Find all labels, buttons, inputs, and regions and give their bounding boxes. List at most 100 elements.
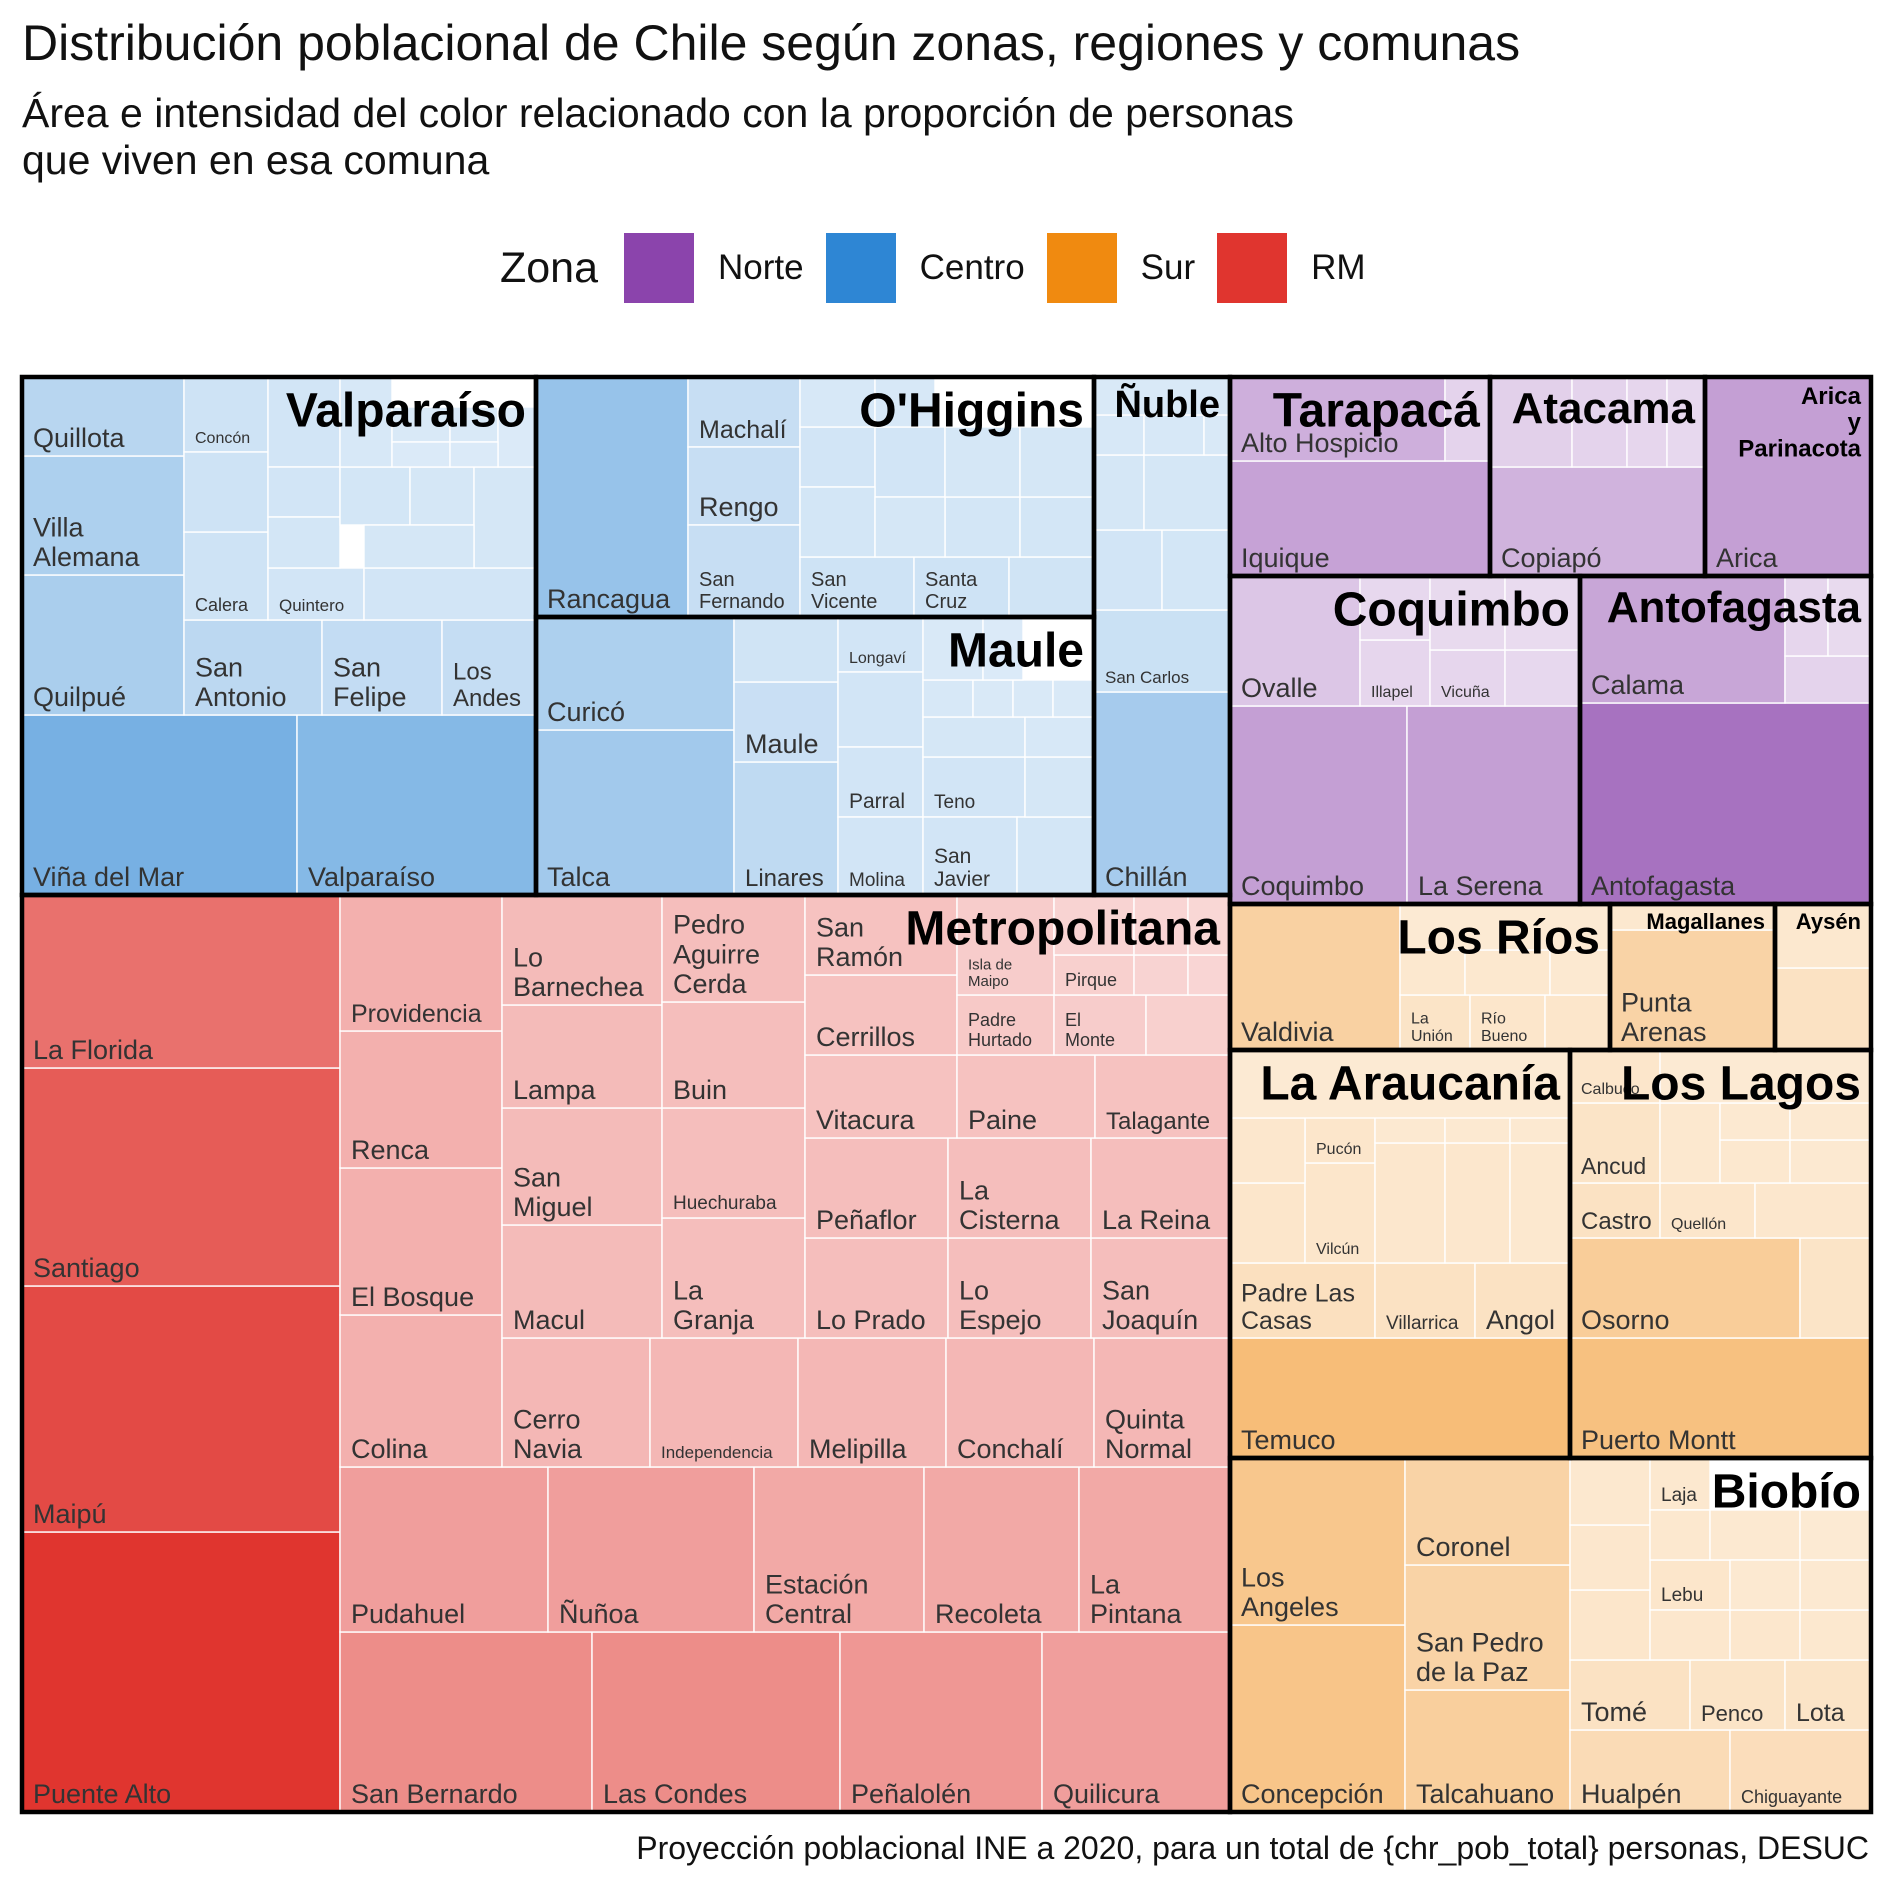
comuna-cell-unlabeled: [1093, 529, 1163, 611]
comuna-cell-unlabeled: [1229, 1182, 1306, 1264]
region-label-atacama: Atacama: [1512, 384, 1696, 433]
comuna-cell-unlabeled: [1203, 414, 1231, 456]
comuna-label-vitacura: Vitacura: [816, 1105, 916, 1135]
comuna-cell-castro: [1569, 1182, 1661, 1239]
comuna-cell-unlabeled: [972, 679, 1014, 718]
comuna-label-lo-barnechea: Lo Barnechea: [513, 942, 645, 1002]
region-label-metropolitana: Metropolitana: [905, 903, 1220, 956]
comuna-label-coquimbo: Coquimbo: [1241, 871, 1364, 901]
comuna-cell-pedro-aguirre-cerda: [661, 894, 806, 1003]
comuna-cell-unlabeled: [1659, 1102, 1721, 1184]
comuna-cell-unlabeled: [1133, 894, 1189, 956]
comuna-cell-unlabeled: [1374, 1142, 1446, 1264]
region-label-los-rios: Los Ríos: [1397, 912, 1600, 965]
comuna-label-vilcun: Vilcún: [1316, 1241, 1359, 1258]
region-label-valparaiso: Valparaíso: [286, 385, 526, 438]
comuna-cell-lo-prado: [804, 1237, 949, 1339]
comuna-cell-unlabeled: [1504, 649, 1581, 707]
comuna-cell-unlabeled: [1799, 1237, 1872, 1339]
comuna-cell-unlabeled: [1709, 1509, 1801, 1561]
comuna-cell-copiapo: [1489, 466, 1706, 577]
region-label-coquimbo: Coquimbo: [1333, 584, 1570, 637]
legend-title: Zona: [500, 243, 599, 292]
comuna-label-padre-las-casas: Padre Las Casas: [1241, 1280, 1355, 1336]
comuna-cell-vilcun: [1304, 1162, 1376, 1264]
comuna-label-maule: Maule: [745, 729, 819, 759]
comuna-label-la-reina: La Reina: [1102, 1205, 1211, 1235]
comuna-cell-unlabeled: [363, 524, 475, 569]
comuna-cell-unlabeled: [267, 466, 341, 518]
region-labels: Valparaíso O'Higgins Maule Ñuble Metropolita…: [286, 382, 1862, 1518]
comuna-label-san-javier: San Javier: [934, 845, 990, 891]
comuna-label-huechuraba: Huechuraba: [673, 1193, 777, 1214]
comuna-cell-padre-hurtado: [956, 994, 1055, 1056]
legend-item-centro: Centro: [825, 233, 1025, 303]
comuna-label-lota: Lota: [1796, 1699, 1845, 1727]
comuna-cell-santiago: [21, 1067, 341, 1287]
comuna-cell-ovalle: [1229, 575, 1361, 707]
comuna-cell-cerro-navia: [501, 1337, 651, 1468]
comuna-label-valdivia: Valdivia: [1241, 1017, 1335, 1047]
comuna-label-alto-hospicio: Alto Hospicio: [1241, 428, 1399, 458]
comuna-label-castro: Castro: [1581, 1208, 1652, 1235]
comuna-label-providencia: Providencia: [351, 1000, 482, 1028]
comuna-label-illapel: Illapel: [1371, 684, 1413, 701]
comuna-cell-quilpue: [21, 574, 185, 716]
comuna-label-quilicura: Quilicura: [1053, 1779, 1161, 1809]
comuna-cell-unlabeled: [1012, 679, 1054, 718]
comuna-label-concon: Concón: [195, 430, 250, 447]
comuna-cell-la-cisterna: [947, 1137, 1092, 1239]
comuna-cell-teno: [922, 756, 1026, 818]
comuna-label-lampa: Lampa: [513, 1075, 597, 1105]
comuna-label-concepcion: Concepción: [1241, 1779, 1384, 1809]
comuna-label-melipilla: Melipilla: [809, 1434, 908, 1464]
comuna-cell-osorno: [1569, 1237, 1801, 1339]
comuna-label-la-cisterna: La Cisterna: [959, 1175, 1061, 1235]
comuna-label-iquique: Iquique: [1241, 543, 1330, 573]
comuna-cell-maipu: [21, 1285, 341, 1533]
comuna-cell-unlabeled: [1399, 903, 1611, 951]
comuna-cell-coquimbo: [1229, 705, 1408, 905]
region-label-magallanes: Magallanes: [1646, 909, 1765, 934]
comuna-cell-linares: [733, 761, 839, 896]
comuna-label-parral: Parral: [849, 790, 905, 813]
comuna-label-padre-hurtado: Padre Hurtado: [968, 1010, 1032, 1050]
comuna-cell-ancud: [1569, 1102, 1661, 1184]
comuna-label-santa-cruz: Santa Cruz: [925, 569, 978, 613]
comuna-label-renca: Renca: [351, 1135, 430, 1165]
comuna-label-cerrillos: Cerrillos: [816, 1022, 915, 1052]
comuna-label-molina: Molina: [849, 870, 905, 891]
comuna-cell-unlabeled: [1187, 954, 1231, 996]
legend-label-sur: Sur: [1140, 248, 1196, 287]
comuna-cell-unlabeled: [1569, 1524, 1651, 1591]
comuna-label-buin: Buin: [673, 1075, 727, 1105]
comuna-label-las-condes: Las Condes: [603, 1779, 747, 1809]
region-label-o-higgins: O'Higgins: [859, 385, 1084, 438]
comuna-label-lebu: Lebu: [1661, 1585, 1703, 1606]
comuna-label-vicuna: Vicuña: [1441, 684, 1490, 701]
comuna-label-longavi: Longaví: [849, 650, 906, 667]
comuna-cell-unlabeled: [1429, 575, 1506, 651]
comuna-cell-unlabeled: [1008, 556, 1095, 618]
comuna-label-vina-del-mar: Viña del Mar: [33, 862, 184, 892]
comuna-label-san-joaquin: San Joaquín: [1102, 1275, 1198, 1335]
legend-label-rm: RM: [1311, 248, 1366, 287]
comuna-cell-tome: [1569, 1659, 1691, 1731]
comuna-cell-unlabeled: [1052, 679, 1095, 718]
comuna-label-punta-arenas: Punta Arenas: [1621, 987, 1707, 1047]
legend-key-rm: [1217, 233, 1288, 303]
comuna-cell-unlabeled: [473, 466, 537, 569]
comuna-cell-san-felipe: [321, 619, 443, 716]
comuna-label-chiguayante: Chiguayante: [1741, 1787, 1842, 1807]
region-label-aysen: Aysén: [1796, 909, 1861, 934]
region-label-arica-y-parinacota: Arica y Parinacota: [1738, 383, 1861, 463]
comuna-cell-pirque: [1053, 954, 1135, 996]
region-label-maule: Maule: [948, 625, 1084, 678]
chart-caption: Proyección poblacional INE a 2020, para …: [636, 1830, 1869, 1866]
comuna-cell-villarrica: [1374, 1262, 1476, 1339]
region-label-la-araucania: La Araucanía: [1260, 1058, 1560, 1111]
comuna-cell-concepcion: [1229, 1624, 1406, 1813]
comuna-cell-molina: [837, 816, 924, 896]
comuna-cell-unlabeled: [1544, 994, 1611, 1051]
comuna-label-independencia: Independencia: [661, 1443, 773, 1462]
